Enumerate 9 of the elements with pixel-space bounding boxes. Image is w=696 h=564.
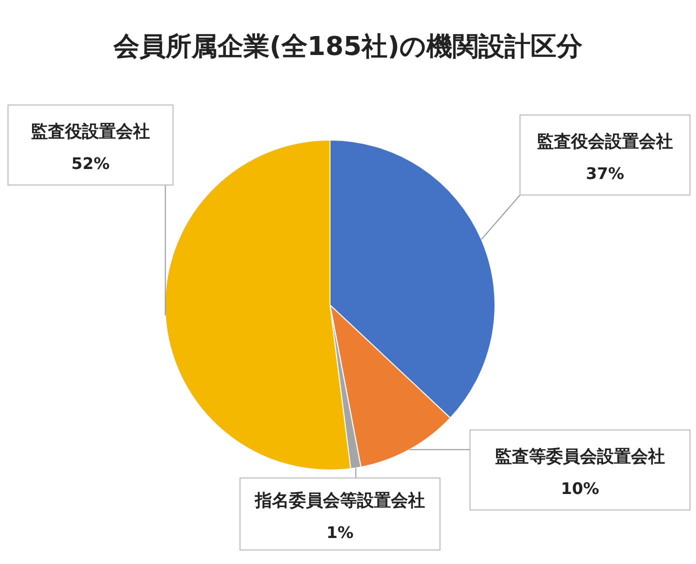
data-label: 1%: [326, 523, 354, 542]
chart-title: 会員所属企業(全185社)の機関設計区分: [112, 32, 584, 62]
slice-label: 監査役設置会社: [31, 122, 150, 142]
data-label: 37%: [586, 164, 624, 183]
slice-label: 監査役会設置会社: [537, 132, 673, 152]
slice-label: 監査等委員会設置会社: [495, 447, 665, 467]
slice-label: 指名委員会等設置会社: [254, 491, 425, 511]
data-label: 10%: [560, 479, 600, 498]
data-label: 52%: [71, 154, 110, 173]
